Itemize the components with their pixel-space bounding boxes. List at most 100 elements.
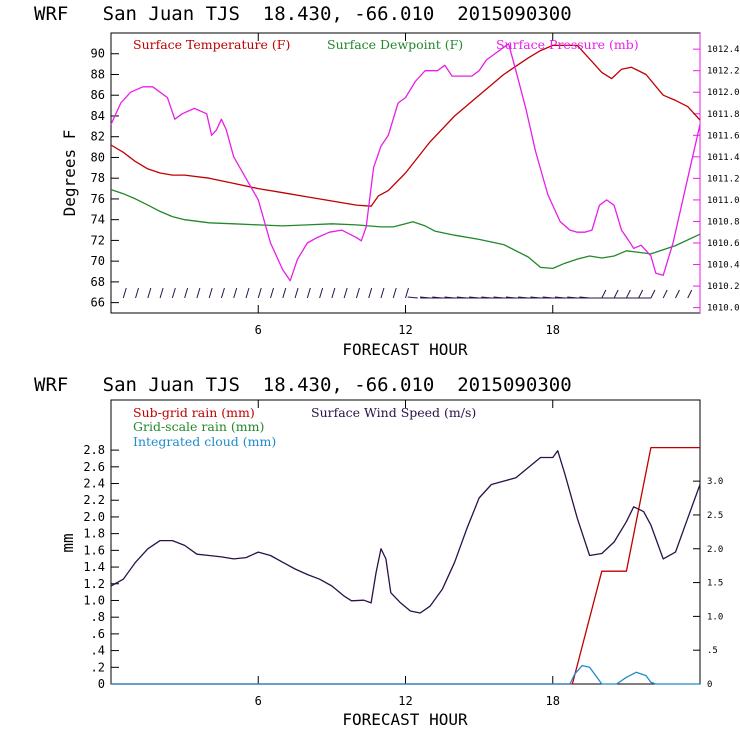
top-series-group [110,43,701,282]
y2-tick-label: 1011.0 [707,196,740,206]
bottom-plot-grid: 6 12 18 0 .2 .4 .6 .8 1.0 1.2 1.4 1.6 1.8 2.0 2.2 2.4 2.… [83,400,723,708]
wind-barb [392,287,397,299]
y2-tick-label: 1011.4 [707,153,740,163]
wind-barb [380,287,385,299]
y-tick-label: 1.4 [83,560,105,574]
legend-surface-dewpoint: Surface Dewpoint (F) [327,37,463,52]
y-tick-label: 1.6 [83,543,105,557]
y-tick-label: 84 [91,109,105,123]
wind-barb [220,287,225,299]
top-x-axis-label: FORECAST HOUR [342,340,468,359]
wind-barb [147,287,152,299]
wind-barb [233,287,238,299]
y-tick-label: 2.0 [83,510,105,524]
y-tick-label: .4 [91,644,105,658]
wind-barb [650,289,656,299]
y-tick-label: 1.0 [83,593,105,607]
y2-tick-label: 3.0 [707,477,723,487]
legend-surface-pressure: Surface Pressure (mb) [496,37,639,52]
wind-barb [687,289,693,299]
x-tick-label: 6 [255,694,262,708]
bottom-panel-title: WRF San Juan TJS 18.430, -66.010 2015090… [34,374,572,396]
x-tick-label: 18 [546,323,560,337]
y2-tick-label: 1011.8 [707,110,740,120]
wind-barb [306,287,311,299]
y-tick-label: 82 [91,130,105,144]
y-tick-label: 88 [91,67,105,81]
y-tick-label: 1.2 [83,577,105,591]
y2-tick-label: 0 [707,680,712,690]
wind-barb [257,287,262,299]
y2-tick-label: 1010.2 [707,282,740,292]
top-panel-title: WRF San Juan TJS 18.430, -66.010 2015090… [34,3,572,25]
x-tick-label: 12 [398,323,412,337]
y-tick-label: 78 [91,171,105,185]
y2-tick-label: 1.0 [707,612,723,622]
y-tick-label: 1.8 [83,527,105,541]
y2-tick-label: 1010.8 [707,217,740,227]
wind-barb [407,296,418,299]
wind-barb [294,287,299,299]
wind-barb [331,287,336,299]
wind-barb [245,287,250,299]
y2-tick-label: 1010.4 [707,261,740,271]
y-tick-label: 76 [91,192,105,206]
y-tick-label: .2 [91,660,105,674]
wind-barb [601,289,607,299]
x-tick-label: 12 [398,694,412,708]
y-tick-label: 66 [91,296,105,310]
wind-barb [319,287,324,299]
wind-barb [675,289,680,299]
y-tick-label: 0 [98,677,105,691]
y-tick-label: .8 [91,610,105,624]
legend-gridscale-rain: Grid-scale rain (mm) [133,419,264,434]
bottom-x-axis-label: FORECAST HOUR [342,710,468,729]
wind-barb [184,287,189,299]
bottom-y-axis-label: mm [58,533,77,552]
y2-tick-label: .5 [707,646,718,656]
wind-barb [122,287,127,299]
wind-barb [638,289,644,299]
wind-barb [343,287,348,299]
y-tick-label: 90 [91,47,105,61]
y2-tick-label: 1011.6 [707,131,740,141]
y2-tick-label: 2.5 [707,511,723,521]
y-tick-label: 72 [91,233,105,247]
top-wind-barbs [122,287,693,299]
x-tick-label: 18 [546,694,560,708]
bottom-series-group [110,446,701,685]
legend-subgrid-rain: Sub-grid rain (mm) [133,405,255,420]
wind-barb [368,287,373,299]
y2-tick-label: 1012.2 [707,67,740,77]
wind-barb [196,287,201,299]
legend-integrated-cloud: Integrated cloud (mm) [133,434,276,449]
wind-barb [662,289,668,299]
wind-barb [405,287,409,299]
y2-tick-label: 1.5 [707,579,723,589]
y2-tick-label: 1011.2 [707,174,740,184]
wind-barb [625,289,631,299]
top-plot-grid: 6 12 18 66 68 70 72 74 76 78 80 82 84 86 88 90 1010.0 101… [91,33,740,337]
y-tick-label: 2.4 [83,477,105,491]
y2-tick-label: 2.0 [707,545,723,555]
y-tick-label: 70 [91,254,105,268]
series-integrated-cloud-mm [111,664,700,685]
wind-barb [159,287,164,299]
wind-barb [613,289,619,299]
y-tick-label: .6 [91,627,105,641]
wind-barb [135,287,140,299]
y-tick-label: 2.6 [83,460,105,474]
series-sub-grid-rain-mm [111,446,700,685]
y-tick-label: 2.2 [83,493,105,507]
series-surface-wind-speed-m-s [110,450,701,614]
y-tick-label: 2.8 [83,443,105,457]
y-tick-label: 74 [91,213,105,227]
series-surface-temperature-f [110,44,701,207]
y2-tick-label: 1012.0 [707,88,740,98]
series-surface-dewpoint-f [110,188,701,270]
top-y-axis-label: Degrees F [60,130,79,217]
y-tick-label: 86 [91,88,105,102]
wind-barb [270,287,274,299]
y2-tick-label: 1010.6 [707,239,740,249]
